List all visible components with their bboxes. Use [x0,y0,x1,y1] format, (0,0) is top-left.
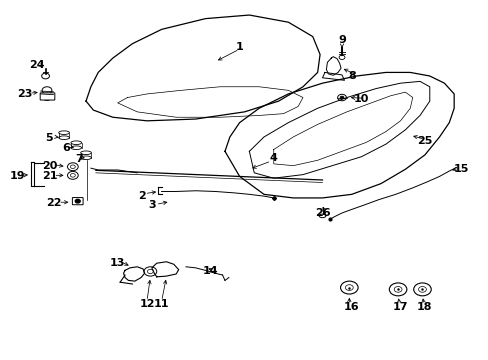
Ellipse shape [81,151,91,154]
Text: 21: 21 [41,171,57,181]
Ellipse shape [71,146,81,149]
Text: 10: 10 [353,94,368,104]
Text: 11: 11 [154,299,169,309]
Circle shape [339,96,343,99]
Text: 24: 24 [29,60,45,70]
Text: 9: 9 [337,35,345,45]
FancyBboxPatch shape [72,198,83,205]
Text: 12: 12 [139,299,154,309]
Text: 1: 1 [235,42,243,52]
Text: 2: 2 [138,191,146,201]
Text: 26: 26 [314,208,330,218]
Ellipse shape [71,141,81,144]
Ellipse shape [319,214,325,218]
Text: 20: 20 [41,161,57,171]
Text: 22: 22 [46,198,62,208]
Text: 23: 23 [18,89,33,99]
Ellipse shape [59,131,69,134]
Text: 4: 4 [269,153,277,163]
Text: 6: 6 [62,143,70,153]
Ellipse shape [81,156,91,159]
Text: 17: 17 [392,302,407,312]
Text: 3: 3 [148,200,155,210]
Circle shape [75,199,80,203]
Text: 16: 16 [343,302,359,312]
Text: 15: 15 [453,164,468,174]
Text: 25: 25 [416,136,432,145]
Text: 7: 7 [75,154,82,164]
FancyBboxPatch shape [40,93,55,100]
Text: 14: 14 [202,266,218,276]
Text: 13: 13 [110,258,125,268]
Text: 18: 18 [416,302,432,312]
Text: 19: 19 [10,171,25,181]
Text: 5: 5 [45,133,53,143]
Text: 8: 8 [347,71,355,81]
Ellipse shape [59,136,69,139]
